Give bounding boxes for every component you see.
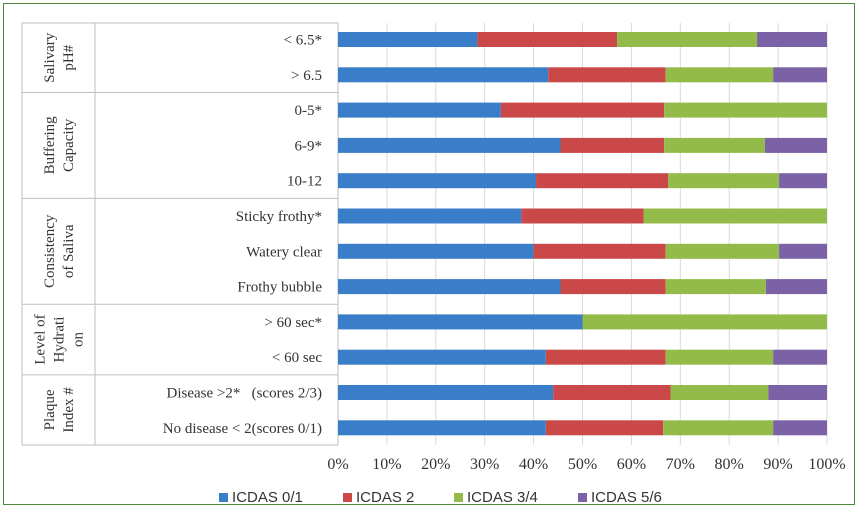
bar-segment [338,349,546,365]
bar-segment [764,137,827,153]
group-label: Buffering Capacity [42,116,77,175]
x-tick-label: 50% [568,456,597,473]
category-label: Disease >2* (scores 2/3) [166,386,322,402]
bar-segment [338,32,478,47]
group-label: Consistency of Saliva [42,214,77,288]
bar-segment [665,67,774,83]
legend-label: ICDAS 2 [356,489,414,506]
bar-segment [768,385,827,400]
bar-segment [553,385,671,400]
group-label-line: Hydrati [52,317,68,363]
group-label-line: on [71,332,87,348]
category-label: Sticky frothy* [236,209,322,225]
category-label: > 60 sec* [264,315,322,331]
legend-label: ICDAS 5/6 [591,489,662,506]
x-tick-label: 30% [470,456,499,473]
category-label: No disease < 2(scores 0/1) [163,421,322,437]
x-tick-label: 60% [617,456,646,473]
bar-segment [533,243,666,259]
bar-segment [545,420,664,436]
group-label-line: Index # [61,387,77,433]
bar-segment [338,314,583,330]
bar-segment [338,67,549,83]
legend-swatch [343,493,352,502]
category-label: Watery clear [246,244,322,260]
bar-segment [338,420,546,436]
group-label: Salivary pH# [42,32,77,82]
bar-segment [548,67,666,83]
bar-segment [338,208,522,224]
category-label: < 60 sec [272,350,322,366]
bar-segment [500,102,665,118]
bar-segment [757,32,827,47]
bar-segment [582,314,827,330]
x-tick-label: 100% [808,456,845,473]
bar-segment [560,137,665,153]
x-tick-label: 40% [519,456,548,473]
bar-segment [664,102,827,118]
bar-segment [765,279,827,295]
bar-segment [664,137,765,153]
x-tick-label: 80% [715,456,744,473]
x-tick-label: 90% [763,456,792,473]
category-label: 6-9* [295,138,323,154]
legend-swatch [454,493,463,502]
group-label-line: Capacity [61,118,77,172]
bar-segment [338,243,534,259]
group-label: Plaque Index # [42,387,77,433]
x-tick-label: 0% [327,456,348,473]
category-label: 0-5* [295,103,323,119]
group-label-line: of Saliva [61,224,77,278]
bar-segment [663,420,774,436]
group-label: Level of Hydrati on [33,314,87,364]
x-tick-label: 20% [421,456,450,473]
bar-segment [773,67,827,83]
bar-segment [779,173,827,189]
group-label-line: Salivary [42,32,58,82]
category-label: 10-12 [287,174,322,190]
bar-segment [773,349,827,365]
category-label: > 6.5 [291,68,322,84]
bar-segment [477,32,618,47]
group-label-line: Level of [33,314,49,364]
bar-segment [668,173,780,189]
bar-segment [665,243,780,259]
legend-swatch [578,493,587,502]
bar-segment [536,173,669,189]
bar-segment [665,279,766,295]
bar-segment [560,279,666,295]
bar-segment [338,102,501,118]
bar-segment [545,349,666,365]
bar-segment [643,208,827,224]
bar-segment [665,349,774,365]
group-label-line: pH# [61,44,77,70]
bar-segment [521,208,644,224]
legend-label: ICDAS 3/4 [467,489,538,506]
legend-label: ICDAS 0/1 [232,489,303,506]
group-label-line: Plaque [42,389,58,430]
category-label: Frothy bubble [237,280,322,296]
bar-segment [338,279,561,295]
group-label-line: Consistency [42,214,58,288]
x-tick-label: 70% [666,456,695,473]
bar-segment [670,385,769,400]
x-tick-label: 10% [372,456,401,473]
legend-swatch [219,493,228,502]
bar-segment [338,173,537,189]
bar-segment [338,137,561,153]
bar-segment [338,385,554,400]
bar-segment [617,32,758,47]
bar-segment [773,420,827,436]
group-label-line: Buffering [42,116,58,175]
category-label: < 6.5* [284,33,322,49]
bar-segment [779,243,827,259]
